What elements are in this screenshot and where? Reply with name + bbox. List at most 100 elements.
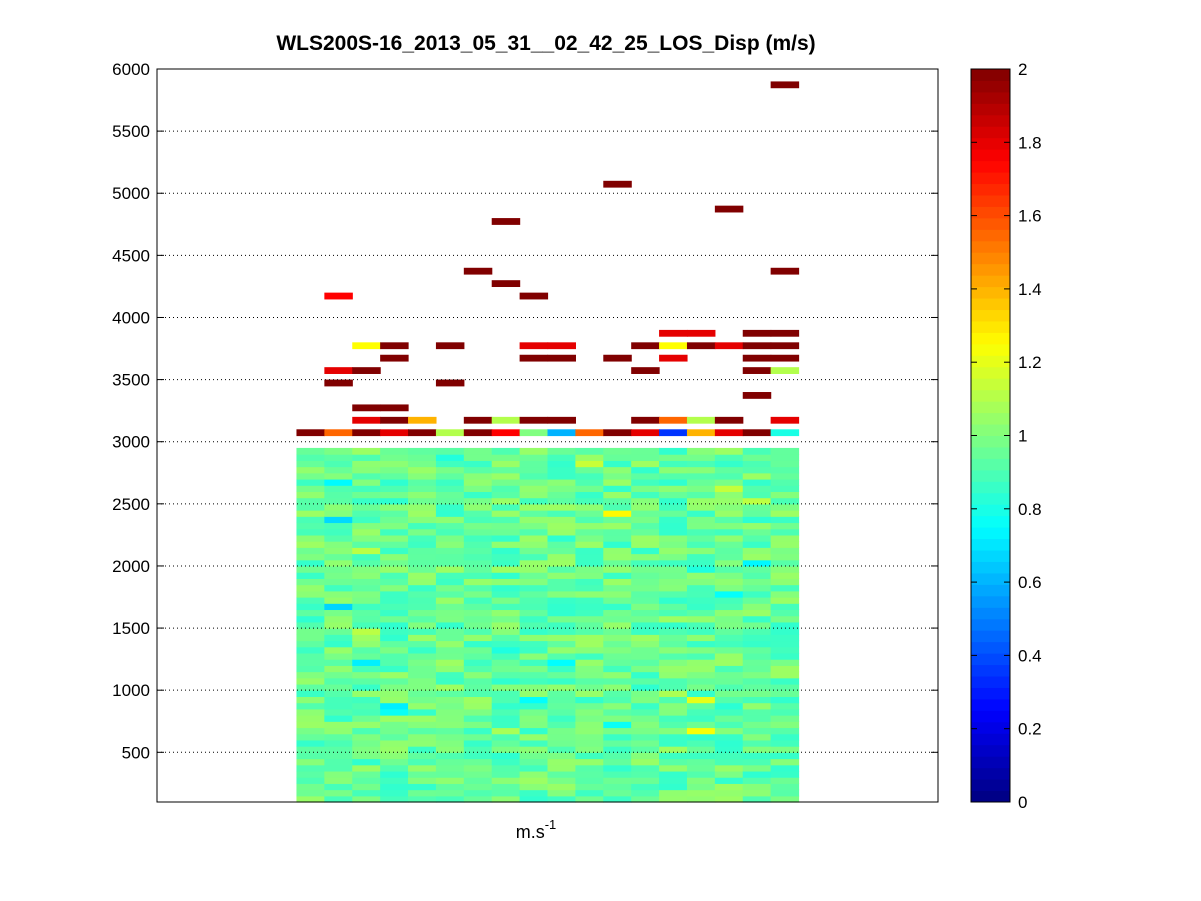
heatmap-cell <box>435 609 465 617</box>
heatmap-cell <box>659 553 688 561</box>
heatmap-cell <box>686 565 716 573</box>
heatmap-cell <box>659 485 688 492</box>
heatmap-cell <box>519 696 549 704</box>
heatmap-cell <box>380 429 409 437</box>
heatmap-cell <box>352 746 381 753</box>
heatmap-cell <box>547 578 576 586</box>
heatmap-cell <box>435 677 465 685</box>
heatmap-cell <box>686 783 716 791</box>
heatmap-cell <box>352 690 381 697</box>
heatmap-cell <box>380 702 409 710</box>
heatmap-cell <box>603 789 632 797</box>
plot-frame <box>156 68 939 803</box>
heatmap-cell <box>631 708 660 716</box>
heatmap-cell <box>603 609 632 617</box>
heatmap-cell <box>491 466 521 474</box>
heatmap-cell <box>686 739 716 747</box>
heatmap-cell <box>380 578 409 586</box>
colorbar-band <box>971 206 1010 219</box>
heatmap-cell <box>686 671 716 679</box>
heatmap-cell <box>686 752 716 760</box>
heatmap-cell <box>435 522 465 530</box>
heatmap-cell <box>324 454 353 461</box>
heatmap-cell <box>686 572 716 579</box>
heatmap-cell <box>714 764 744 772</box>
heatmap-cell <box>463 559 493 567</box>
heatmap-cell <box>547 565 576 573</box>
heatmap-cell <box>324 528 353 536</box>
heatmap-cell <box>770 690 800 697</box>
heatmap-cell <box>659 547 688 555</box>
heatmap-cell <box>324 702 353 710</box>
heatmap-cell <box>603 516 632 524</box>
heatmap-cell <box>408 466 437 474</box>
heatmap-cell <box>352 503 381 511</box>
heatmap-cell <box>352 634 381 642</box>
heatmap-cell <box>714 447 744 455</box>
heatmap-cell <box>686 665 716 673</box>
heatmap-cell <box>714 429 744 437</box>
heatmap-cell <box>463 690 493 697</box>
colorbar-tick-label: 0.6 <box>1018 573 1042 592</box>
heatmap-cell <box>603 783 632 791</box>
heatmap-cell <box>575 659 604 666</box>
heatmap-cell <box>324 379 353 387</box>
heatmap-cell <box>380 733 409 741</box>
heatmap-cell <box>380 795 409 803</box>
heatmap-cell <box>324 677 353 685</box>
heatmap-cell <box>435 646 465 654</box>
heatmap-cell <box>435 584 465 592</box>
heatmap-cell <box>296 752 325 760</box>
heatmap-cell <box>686 789 716 797</box>
heatmap-cell <box>770 559 800 567</box>
heatmap-cell <box>463 621 493 629</box>
heatmap-cell <box>659 708 688 716</box>
heatmap-cell <box>519 758 549 766</box>
heatmap-cell <box>408 559 437 567</box>
heatmap-cell <box>408 715 437 722</box>
heatmap-cell <box>352 466 381 474</box>
heatmap-cell <box>352 416 381 424</box>
heatmap-cell <box>575 739 604 747</box>
heatmap-cell <box>659 491 688 499</box>
heatmap-cell <box>435 783 465 791</box>
colorbar-band <box>971 137 1010 150</box>
heatmap-cell <box>296 677 325 685</box>
heatmap-cell <box>547 553 576 561</box>
heatmap-cell <box>631 659 660 666</box>
heatmap-cell <box>770 597 800 604</box>
colorbar-tick-label: 0.2 <box>1018 720 1042 739</box>
heatmap-cell <box>435 721 465 729</box>
heatmap-cell <box>296 721 325 729</box>
heatmap-cell <box>714 541 744 548</box>
heatmap-cell <box>575 485 604 492</box>
heatmap-cell <box>714 466 744 474</box>
heatmap-cell <box>770 621 800 629</box>
heatmap-cell <box>686 497 716 505</box>
heatmap-cell <box>380 491 409 499</box>
heatmap-cell <box>714 739 744 747</box>
heatmap-cell <box>519 609 549 617</box>
heatmap-cell <box>352 522 381 530</box>
heatmap-cell <box>435 770 465 778</box>
heatmap-cell <box>714 603 744 611</box>
heatmap-cell <box>491 708 521 716</box>
heatmap-cell <box>519 522 549 530</box>
heatmap-cell <box>491 739 521 747</box>
heatmap-cell <box>519 572 549 579</box>
heatmap-cell <box>408 733 437 741</box>
colorbar-band <box>971 641 1010 654</box>
heatmap-cell <box>324 547 353 555</box>
heatmap-cell <box>491 485 521 492</box>
heatmap-cell <box>770 485 800 492</box>
heatmap-cell <box>770 534 800 542</box>
heatmap-cell <box>659 510 688 517</box>
heatmap-cell <box>714 758 744 766</box>
heatmap-cell <box>296 559 325 567</box>
heatmap-cell <box>770 367 800 374</box>
colorbar-band <box>971 733 1010 746</box>
heatmap-cell <box>686 652 716 660</box>
heatmap-cell <box>408 516 437 524</box>
heatmap-cell <box>770 758 800 766</box>
heatmap-cell <box>491 534 521 542</box>
